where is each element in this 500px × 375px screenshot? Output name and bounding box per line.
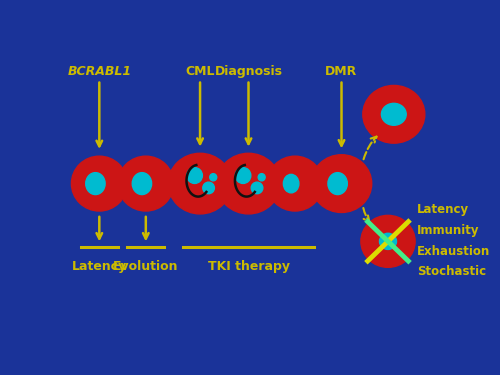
Ellipse shape [267, 156, 323, 211]
Ellipse shape [203, 182, 214, 194]
Text: TKI therapy: TKI therapy [208, 260, 290, 273]
Text: Latency: Latency [72, 260, 127, 273]
Ellipse shape [168, 153, 232, 214]
Ellipse shape [72, 156, 127, 211]
Ellipse shape [284, 174, 299, 193]
Text: Stochastic: Stochastic [417, 266, 486, 279]
Text: DMR: DMR [326, 65, 358, 78]
Ellipse shape [132, 172, 152, 195]
Ellipse shape [251, 182, 263, 194]
Ellipse shape [380, 233, 396, 249]
Ellipse shape [86, 172, 105, 195]
Ellipse shape [361, 215, 415, 267]
Text: CML: CML [186, 65, 215, 78]
Text: Exhaustion: Exhaustion [417, 244, 490, 258]
Ellipse shape [187, 168, 202, 183]
Ellipse shape [236, 168, 251, 183]
Ellipse shape [118, 156, 174, 211]
Ellipse shape [210, 174, 216, 181]
Text: Diagnosis: Diagnosis [214, 65, 282, 78]
Text: Immunity: Immunity [417, 224, 480, 237]
Ellipse shape [258, 174, 265, 181]
Ellipse shape [328, 172, 347, 195]
Ellipse shape [216, 153, 280, 214]
Ellipse shape [363, 86, 425, 143]
Ellipse shape [312, 155, 372, 213]
Text: Evolution: Evolution [113, 260, 178, 273]
Text: BCRABL1: BCRABL1 [67, 65, 132, 78]
Ellipse shape [382, 104, 406, 125]
Text: Latency: Latency [417, 203, 469, 216]
